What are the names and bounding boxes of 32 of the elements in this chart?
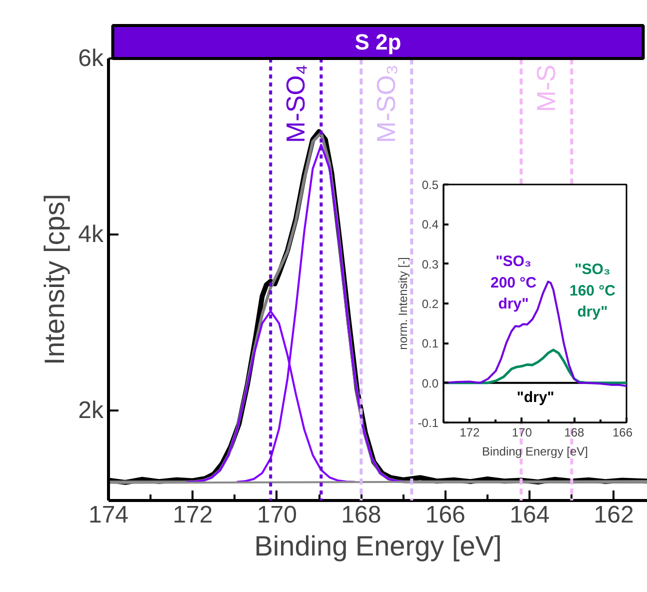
x-tick-label: 172 xyxy=(172,502,213,528)
x-tick-label: 168 xyxy=(564,426,585,440)
y-axis-title: norm. Intensity [-] xyxy=(396,257,410,350)
x-tick-label: 166 xyxy=(425,502,466,528)
x-tick-label: 168 xyxy=(341,502,382,528)
x-tick-label: 166 xyxy=(612,426,633,440)
text: "SO₃ 160 °C dry" xyxy=(569,261,616,320)
series-label: "dry" xyxy=(516,389,554,406)
y-tick-label: 0.0 xyxy=(422,376,439,390)
y-tick-label: 0.1 xyxy=(422,336,439,351)
chart-title: S 2p xyxy=(354,30,402,54)
y-tick-label: 0.4 xyxy=(422,218,439,232)
y-axis-title: Intensity [cps] xyxy=(39,194,70,366)
x-tick-label: 174 xyxy=(88,502,129,528)
ref-line-label: M-S xyxy=(531,64,562,112)
y-tick-label: 0.3 xyxy=(422,257,439,272)
y-tick-label: 4k xyxy=(78,221,104,248)
x-tick-label: 164 xyxy=(510,502,550,528)
y-tick-label: 6k xyxy=(78,45,104,72)
y-tick-label: -0.1 xyxy=(418,416,439,430)
x-tick-label: 170 xyxy=(256,502,297,528)
x-tick-label: 172 xyxy=(460,426,480,440)
series-label: "SO₃ 200 °C dry" xyxy=(490,253,537,312)
x-axis-title: Binding Energy [eV] xyxy=(482,444,588,458)
ref-line-label: M-SO₃ xyxy=(371,64,402,143)
y-tick-label: 0.5 xyxy=(422,178,439,192)
x-tick-label: 170 xyxy=(512,426,532,440)
ref-line-label: M-SO₄ xyxy=(280,64,311,143)
x-axis-title: Binding Energy [eV] xyxy=(254,530,502,562)
y-tick-label: 0.2 xyxy=(422,297,439,311)
y-tick-label: 2k xyxy=(78,397,104,424)
x-tick-label: 162 xyxy=(594,502,634,528)
